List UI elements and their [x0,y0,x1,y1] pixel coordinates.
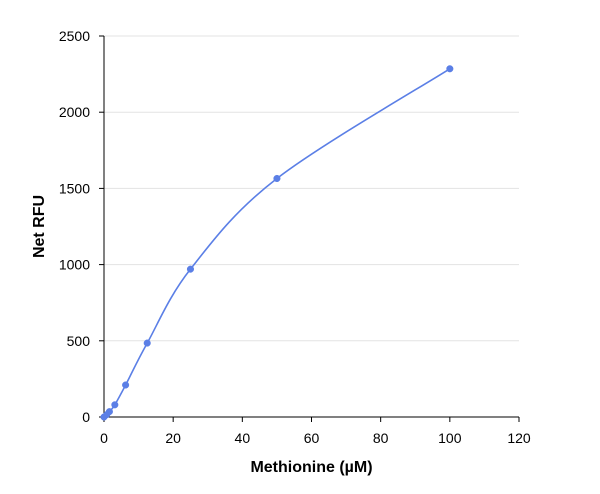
data-point-1.56 [105,408,113,416]
data-point-25 [186,265,195,273]
axes [99,35,520,422]
y-tick-label-1500: 1500 [59,180,90,196]
grid-lines [104,35,519,342]
y-tick-label-2500: 2500 [59,28,90,44]
y-tick-label-500: 500 [67,333,91,349]
tick-labels: 0 500 1000 1500 2000 2500 0 20 40 60 80 100 120 [59,28,531,446]
x-tick-label-80: 80 [373,430,389,446]
series-layer [100,65,454,421]
series-line-0 [103,68,451,418]
data-point-100 [446,65,454,73]
y-tick-label-0: 0 [82,409,90,425]
data-point-12.5 [143,339,151,347]
x-axis-title: Methionine (µM) [250,459,372,476]
data-point-3.13 [111,401,119,409]
x-tick-label-100: 100 [438,430,462,446]
y-axis-title: Net RFU [31,195,48,258]
x-tick-label-40: 40 [235,430,251,446]
x-tick-label-60: 60 [304,430,320,446]
x-tick-label-0: 0 [100,430,108,446]
x-tick-label-120: 120 [507,430,531,446]
data-point-6.25 [122,381,130,389]
data-point-50 [273,174,281,183]
x-tick-label-20: 20 [165,430,181,446]
y-tick-label-2000: 2000 [59,104,90,120]
y-tick-label-1000: 1000 [59,257,90,273]
